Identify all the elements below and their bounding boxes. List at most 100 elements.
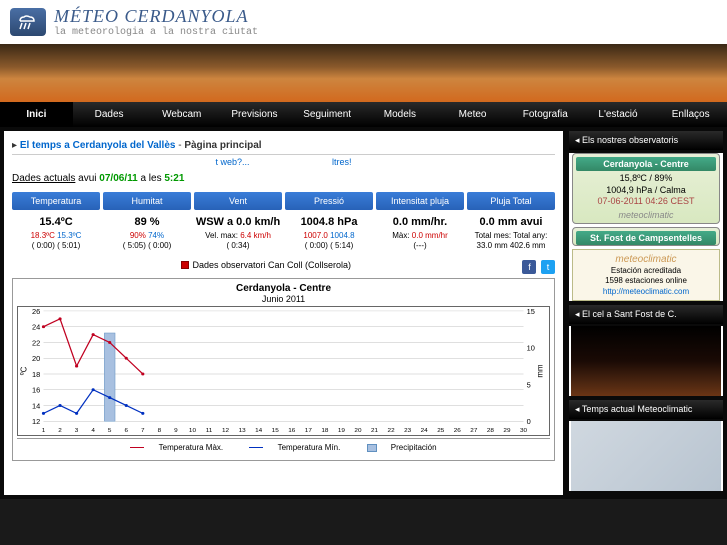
- chart-container: Cerdanyola - Centre Junio 2011 262422201…: [12, 278, 555, 461]
- breadcrumb-page: Pàgina principal: [184, 140, 261, 151]
- current-label[interactable]: Dades actuals: [12, 173, 75, 184]
- chart-plot: 2624222018161412151050123456789101112131…: [17, 306, 550, 436]
- legend-tmax: Temperatura Màx.: [124, 443, 229, 452]
- metric-val: 0.0 mm avui: [467, 210, 555, 231]
- sidebar-obs-header: ◂ Els nostres observatoris: [569, 131, 723, 150]
- obs-legend-marker: [181, 261, 189, 269]
- obs1-title: Cerdanyola - Centre: [576, 157, 716, 171]
- svg-text:16: 16: [288, 427, 296, 434]
- svg-text:21: 21: [371, 427, 379, 434]
- nav-dades[interactable]: Dades: [73, 102, 146, 127]
- svg-text:6: 6: [124, 427, 128, 434]
- svg-text:12: 12: [222, 427, 230, 434]
- metric-sub: Vel. max: 6.4 km/h ( 0:34): [194, 231, 282, 252]
- svg-text:2: 2: [58, 427, 62, 434]
- legend-tmin: Temperatura Mín.: [243, 443, 346, 452]
- svg-text:8: 8: [158, 427, 162, 434]
- svg-text:0: 0: [527, 418, 531, 426]
- svg-text:17: 17: [305, 427, 313, 434]
- nav-models[interactable]: Models: [364, 102, 437, 127]
- svg-text:29: 29: [503, 427, 511, 434]
- svg-text:18: 18: [321, 427, 329, 434]
- svg-text:26: 26: [454, 427, 462, 434]
- svg-text:14: 14: [32, 402, 40, 410]
- metric-hdr: Temperatura: [12, 192, 100, 210]
- metrics-row: Temperatura15.4ºC18.3ºC 15.3ºC( 0:00) ( …: [12, 192, 555, 252]
- svg-text:26: 26: [32, 308, 40, 316]
- svg-text:25: 25: [437, 427, 445, 434]
- chart-subtitle: Junio 2011: [17, 294, 550, 304]
- mini-link-b[interactable]: ltres!: [332, 157, 352, 167]
- svg-text:ºC: ºC: [19, 366, 28, 375]
- svg-text:27: 27: [470, 427, 478, 434]
- svg-text:4: 4: [91, 427, 95, 434]
- svg-text:5: 5: [108, 427, 112, 434]
- metric-2: VentWSW a 0.0 km/hVel. max: 6.4 km/h ( 0…: [194, 192, 282, 252]
- current-time: 5:21: [164, 173, 184, 184]
- svg-text:9: 9: [174, 427, 178, 434]
- nav-meteo[interactable]: Meteo: [436, 102, 509, 127]
- nav-lestaci[interactable]: L'estació: [582, 102, 655, 127]
- partner-box[interactable]: meteoclimatic Estación acreditada 1598 e…: [572, 249, 720, 301]
- svg-text:15: 15: [527, 308, 535, 316]
- mini-link-a[interactable]: t web?...: [215, 157, 249, 167]
- breadcrumb: ▸ El temps a Cerdanyola del Vallès - Pàg…: [12, 137, 555, 155]
- current-date: 07/06/11: [99, 173, 137, 184]
- page-header: MÉTEO CERDANYOLA la meteorologia a la no…: [0, 0, 727, 44]
- svg-text:19: 19: [338, 427, 346, 434]
- metric-hdr: Intensitat pluja: [376, 192, 464, 210]
- svg-text:13: 13: [239, 427, 247, 434]
- nav-inici[interactable]: Inici: [0, 102, 73, 127]
- metric-hdr: Humitat: [103, 192, 191, 210]
- nav-enllaos[interactable]: Enllaços: [654, 102, 727, 127]
- nav-fotografia[interactable]: Fotografia: [509, 102, 582, 127]
- obs-box-2[interactable]: St. Fost de Campsentelles: [572, 227, 720, 246]
- breadcrumb-site[interactable]: El temps a Cerdanyola del Vallès: [20, 140, 176, 151]
- sky-webcam-image[interactable]: [571, 326, 721, 396]
- metric-hdr: Vent: [194, 192, 282, 210]
- svg-text:24: 24: [32, 324, 40, 332]
- svg-text:3: 3: [75, 427, 79, 434]
- metric-3: Pressió1004.8 hPa1007.0 1004.8( 0:00) ( …: [285, 192, 373, 252]
- svg-text:30: 30: [520, 427, 528, 434]
- svg-text:23: 23: [404, 427, 412, 434]
- site-tagline: la meteorologia a la nostra ciutat: [54, 27, 258, 38]
- svg-text:22: 22: [388, 427, 396, 434]
- svg-text:5: 5: [527, 381, 531, 389]
- site-title: MÉTEO CERDANYOLA: [54, 6, 258, 27]
- twitter-icon[interactable]: t: [541, 260, 555, 274]
- metric-val: 89 %: [103, 210, 191, 231]
- obs-legend: Dades observatori Can Coll (Collserola) …: [12, 256, 555, 274]
- obs2-title: St. Fost de Campsentelles: [576, 231, 716, 245]
- svg-text:10: 10: [527, 345, 535, 353]
- current-data-line: Dades actuals avui 07/06/11 a les 5:21: [12, 169, 555, 188]
- svg-text:12: 12: [32, 418, 40, 426]
- metric-val: WSW a 0.0 km/h: [194, 210, 282, 231]
- sidebar-sky-header: ◂ El cel a Sant Fost de C.: [569, 305, 723, 324]
- sidebar-map-header: ◂ Temps actual Meteoclimatic: [569, 400, 723, 419]
- svg-text:mm: mm: [535, 364, 544, 377]
- obs1-brand: meteoclimatic: [576, 210, 716, 220]
- metric-sub: Total mes: Total any:33.0 mm 402.6 mm: [467, 231, 555, 252]
- metric-val: 15.4ºC: [12, 210, 100, 231]
- svg-text:11: 11: [206, 427, 213, 434]
- facebook-icon[interactable]: f: [522, 260, 536, 274]
- svg-text:7: 7: [141, 427, 145, 434]
- svg-text:14: 14: [255, 427, 263, 434]
- mini-links: t web?... ltres!: [12, 155, 555, 169]
- meteoclimatic-map[interactable]: [571, 421, 721, 491]
- svg-text:28: 28: [487, 427, 495, 434]
- svg-text:15: 15: [272, 427, 280, 434]
- svg-text:10: 10: [189, 427, 197, 434]
- svg-text:20: 20: [354, 427, 362, 434]
- obs-box-1[interactable]: Cerdanyola - Centre 15,8ºC / 89% 1004,9 …: [572, 153, 720, 224]
- nav-seguiment[interactable]: Seguiment: [291, 102, 364, 127]
- svg-text:18: 18: [32, 371, 40, 379]
- nav-previsions[interactable]: Previsions: [218, 102, 291, 127]
- metric-sub: 18.3ºC 15.3ºC( 0:00) ( 5:01): [12, 231, 100, 252]
- chart-legend: Temperatura Màx. Temperatura Mín. Precip…: [17, 438, 550, 456]
- nav-webcam[interactable]: Webcam: [145, 102, 218, 127]
- metric-5: Pluja Total0.0 mm avuiTotal mes: Total a…: [467, 192, 555, 252]
- logo-icon: [10, 8, 46, 36]
- svg-text:22: 22: [32, 339, 40, 347]
